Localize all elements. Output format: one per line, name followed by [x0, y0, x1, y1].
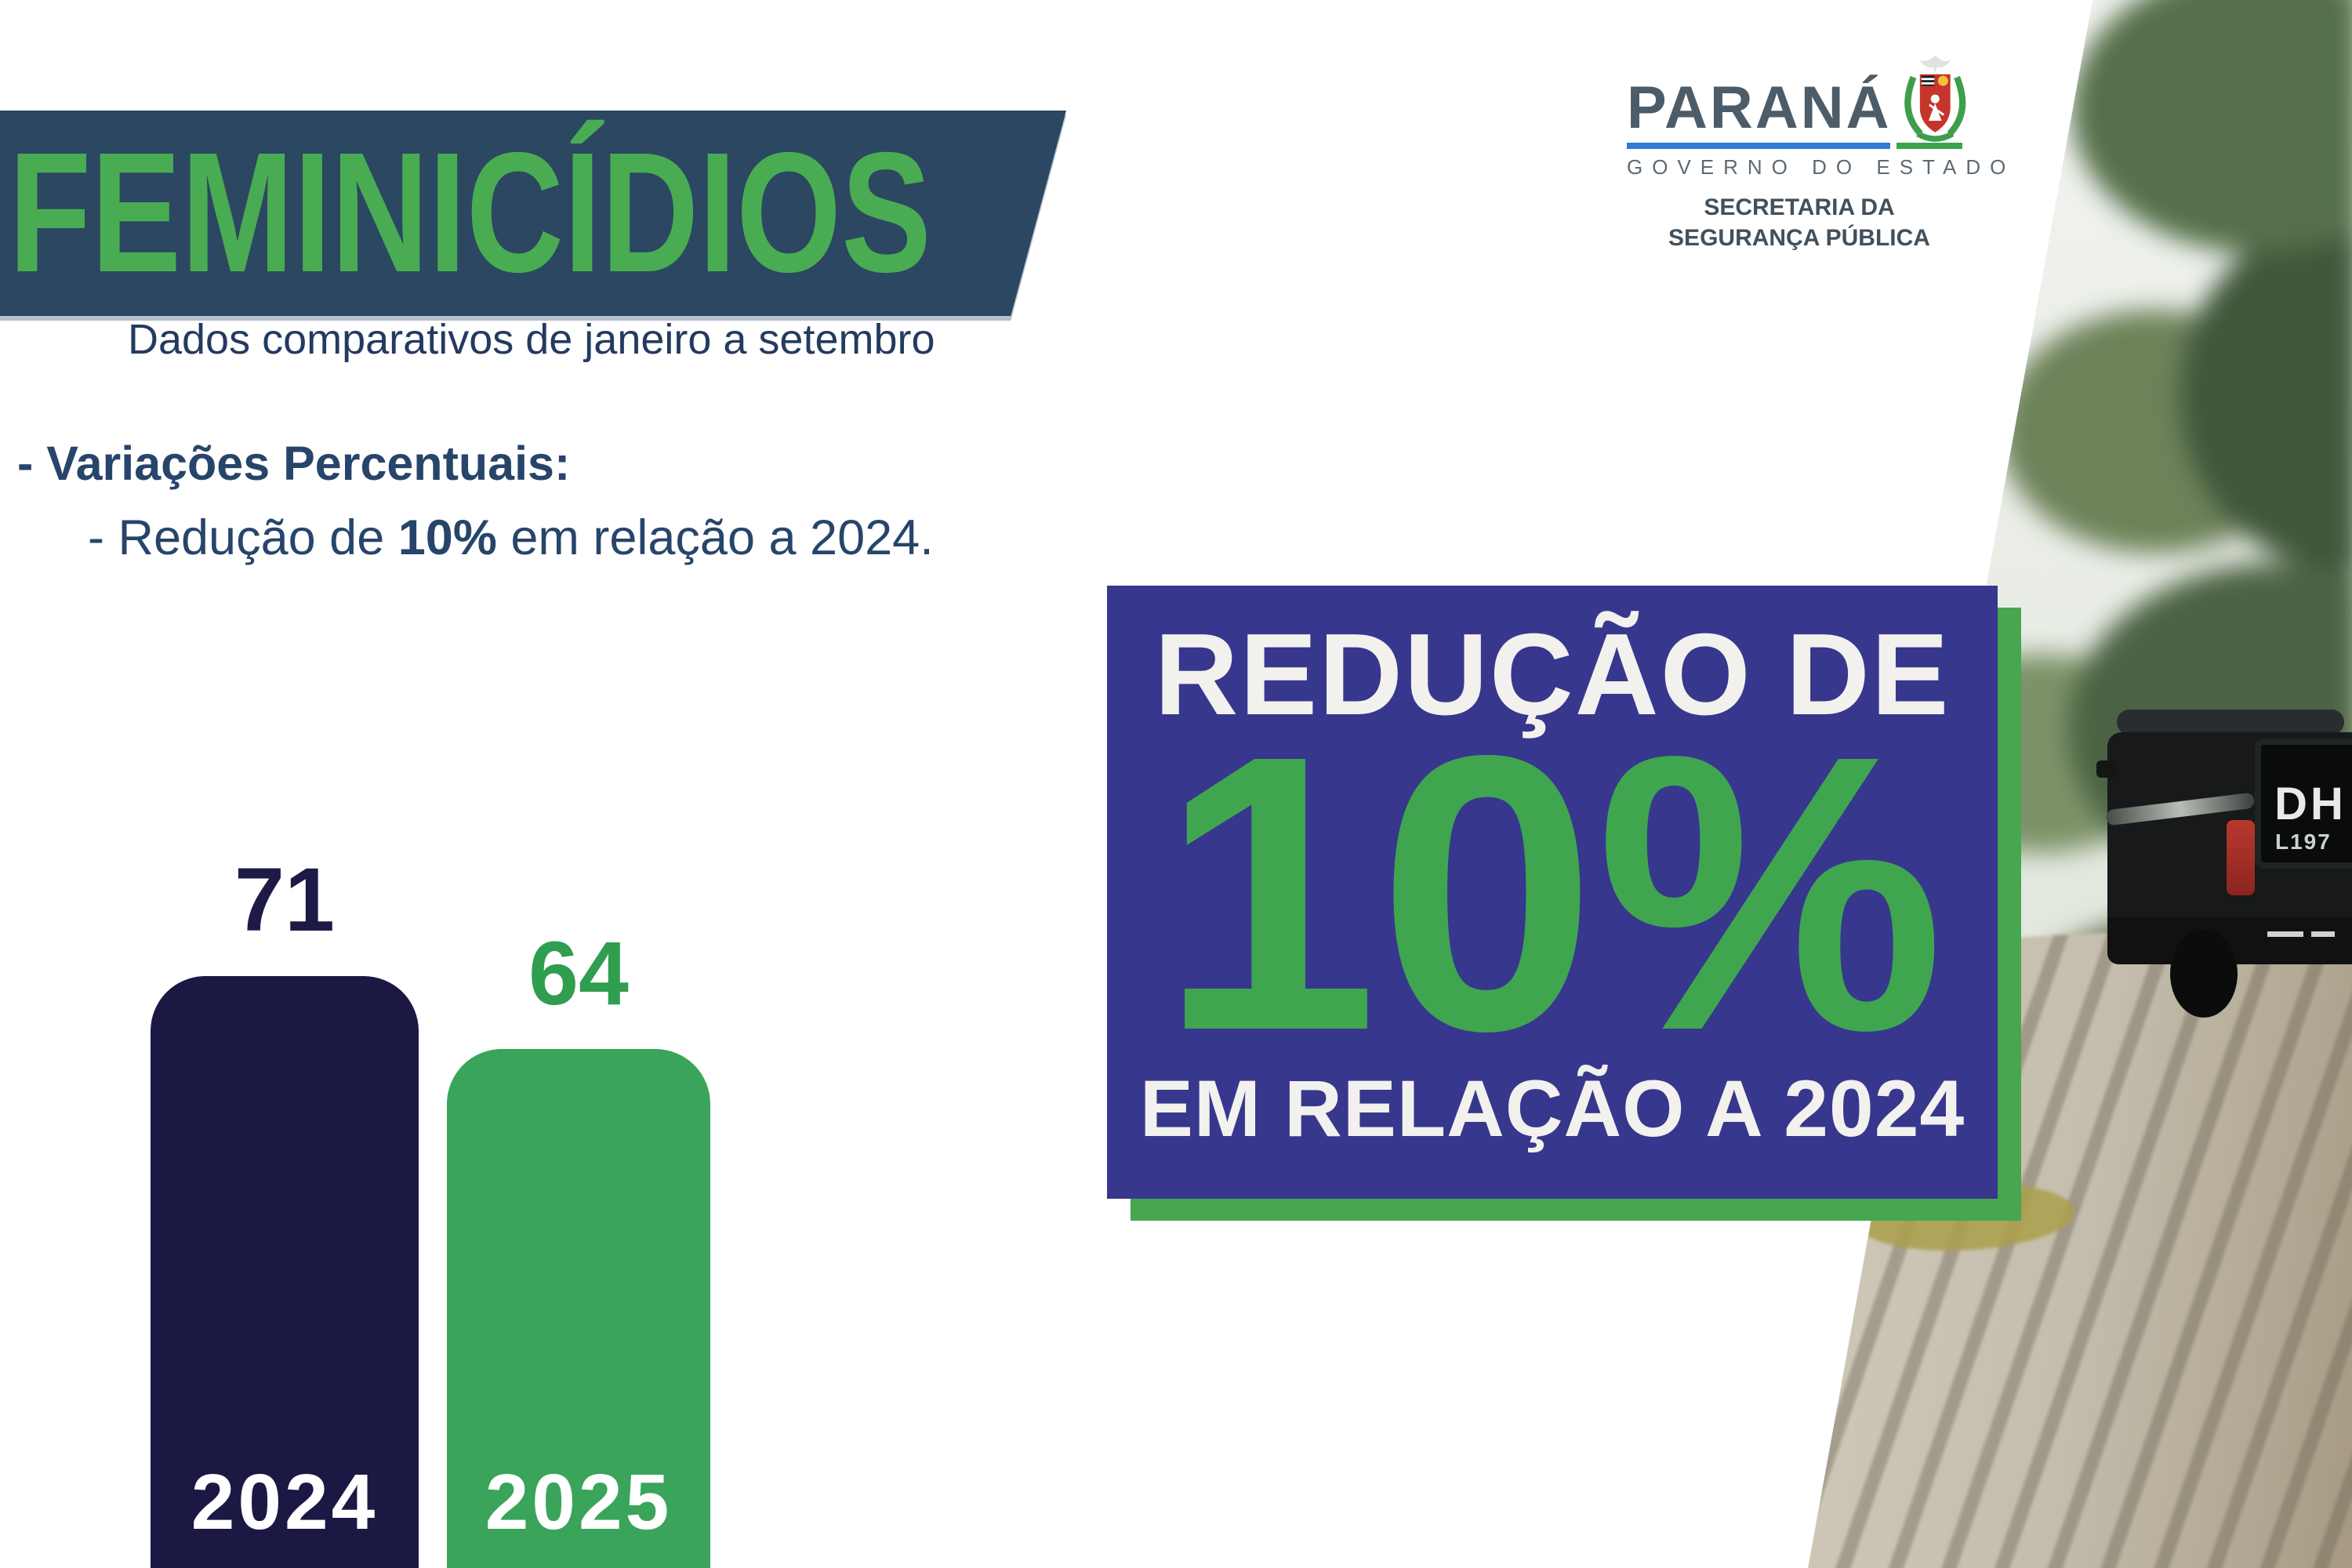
gov-logo-row: PARANÁ [1627, 53, 1972, 142]
page-subtitle: Dados comparativos de janeiro a setembro [128, 316, 935, 363]
parana-coat-of-arms-icon [1904, 55, 1966, 142]
truck-unit-code: L197 [2275, 829, 2332, 854]
bar-2024: 2024 [151, 976, 419, 1568]
bar-value-2025: 64 [528, 924, 629, 1024]
bar-value-2024: 71 [234, 850, 335, 950]
title-banner: FEMINICÍDIOS [0, 111, 1066, 316]
highlight-line1: REDUÇÃO DE [1154, 610, 1951, 739]
police-truck: DH L197 [2096, 706, 2352, 1043]
truck-taillight-icon [2227, 820, 2255, 895]
bar-label-2025: 2025 [485, 1458, 673, 1546]
gov-department-line2: SEGURANÇA PÚBLICA [1668, 225, 1930, 251]
truck-rear-window: DH [2255, 739, 2352, 869]
truck-mirror [2096, 760, 2117, 778]
reduction-bullet-prefix: - Redução de [88, 510, 398, 565]
reduction-bullet: - Redução de 10% em relação a 2024. [88, 510, 934, 566]
parana-gov-logo: PARANÁ GOVERNO DO ESTADO SECRETARI [1627, 53, 2016, 253]
bar-label-2024: 2024 [191, 1458, 379, 1546]
truck-dh-label: DH [2274, 778, 2347, 829]
reduction-bullet-value: 10% [397, 510, 497, 565]
gov-department: SECRETARIA DA SEGURANÇA PÚBLICA [1627, 192, 1972, 253]
gov-logo-divider [1627, 143, 1972, 149]
bar-2025: 2025 [447, 1049, 710, 1568]
gov-name: PARANÁ [1627, 74, 1892, 141]
truck-roof-rail [2117, 710, 2344, 735]
truck-marking [2267, 931, 2303, 937]
reduction-bullet-suffix: em relação a 2024. [496, 510, 934, 565]
gov-motto: GOVERNO DO ESTADO [1627, 155, 2016, 179]
highlight-value: 10% [1160, 673, 1945, 1112]
gov-green-line [1896, 143, 1962, 149]
title-banner-wrap: FEMINICÍDIOS [0, 111, 1066, 316]
gov-blue-line [1627, 143, 1890, 149]
reduction-highlight-box: REDUÇÃO DE 10% EM RELAÇÃO A 2024 [1107, 586, 1998, 1199]
variations-heading: - Variações Percentuais: [17, 437, 571, 490]
page-title: FEMINICÍDIOS [9, 118, 931, 308]
gov-department-line1: SECRETARIA DA [1704, 194, 1895, 220]
highlight-line2: EM RELAÇÃO A 2024 [1139, 1064, 1965, 1153]
truck-marking [2311, 931, 2335, 937]
truck-wheel [2170, 930, 2238, 1018]
